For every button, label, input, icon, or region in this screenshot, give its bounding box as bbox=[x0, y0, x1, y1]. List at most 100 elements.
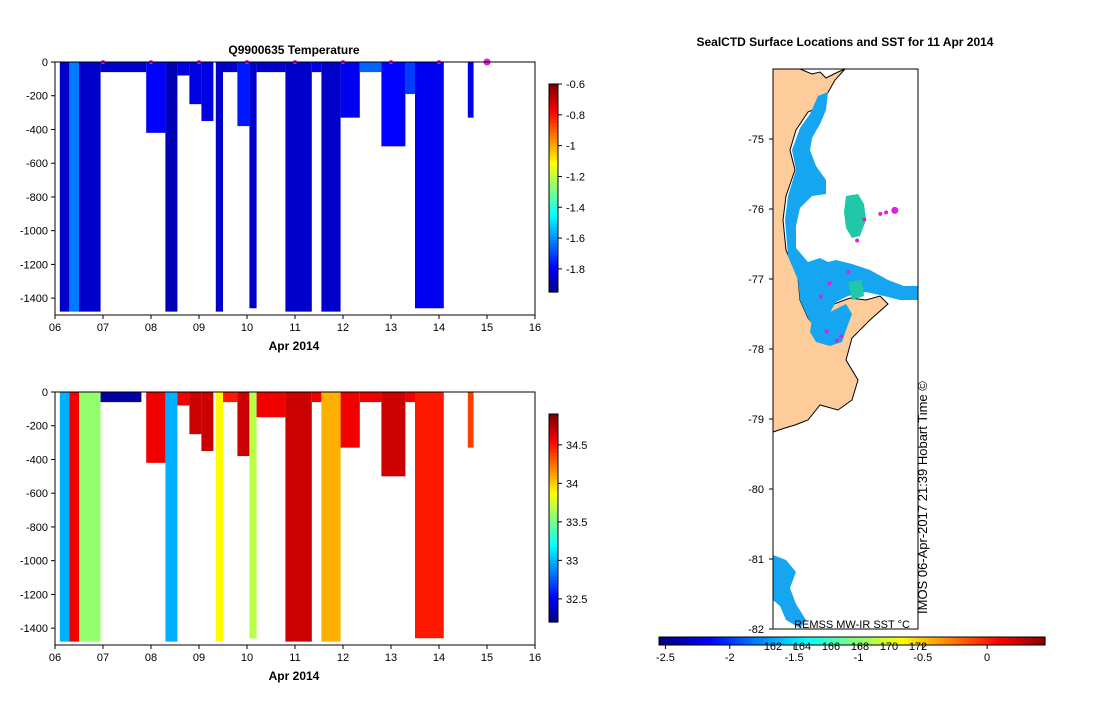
profile-bar bbox=[69, 62, 79, 312]
colorbar-cell bbox=[549, 485, 558, 490]
sst-colorbar-cell bbox=[892, 637, 897, 645]
y-tick-label: -1000 bbox=[20, 556, 48, 568]
colorbar-tick-label: -1.2 bbox=[566, 171, 585, 183]
salinity-panel: 06 07 08 09 10 11 12 13 14 15 16 0 -200 -400 -600 -800 -… bbox=[20, 387, 588, 683]
x-tick-label: 12 bbox=[337, 652, 349, 664]
colorbar-cell bbox=[549, 602, 558, 607]
colorbar-cell bbox=[549, 524, 558, 529]
profile-bar bbox=[249, 392, 257, 639]
profile-bar bbox=[359, 392, 382, 403]
profile-bar bbox=[79, 392, 101, 642]
colorbar-cell bbox=[549, 282, 558, 287]
colorbar-cell bbox=[549, 129, 558, 134]
colorbar-cell bbox=[549, 188, 558, 192]
sst-colorbar-cell bbox=[803, 637, 809, 645]
profile-bar bbox=[100, 392, 142, 403]
sst-colorbar-cell bbox=[888, 637, 893, 645]
profile-bar bbox=[215, 392, 223, 642]
profile-bar bbox=[467, 62, 474, 118]
sst-colorbar-cell bbox=[956, 637, 962, 645]
colorbar-tick-label: -1.4 bbox=[566, 202, 585, 214]
colorbar-cell bbox=[549, 223, 558, 228]
colorbar-cell bbox=[549, 110, 558, 114]
colorbar-cell bbox=[549, 262, 558, 267]
sst-colorbar-cell bbox=[868, 637, 873, 645]
colorbar-cell bbox=[549, 544, 558, 548]
sst-colorbar-cell bbox=[743, 637, 749, 645]
profile-bar bbox=[165, 62, 178, 312]
sst-colorbar-cell bbox=[1032, 637, 1038, 645]
sst-colorbar-cell bbox=[940, 637, 946, 645]
sst-colorbar-cell bbox=[880, 637, 885, 645]
seal-location-point bbox=[846, 270, 851, 274]
colorbar-cell bbox=[549, 152, 558, 157]
colorbar-cell bbox=[549, 210, 558, 215]
sst-colorbar-cell bbox=[972, 637, 978, 645]
temperature-profiles bbox=[59, 62, 474, 312]
colorbar-cell bbox=[549, 583, 558, 587]
sst-colorbar-tick-label: 0 bbox=[984, 652, 990, 664]
colorbar-cell bbox=[549, 100, 558, 105]
salinity-profiles bbox=[59, 392, 474, 642]
colorbar-cell bbox=[549, 272, 558, 277]
x-tick-label: 13 bbox=[385, 322, 397, 334]
sst-colorbar-cell bbox=[1000, 637, 1006, 645]
profile-bar bbox=[69, 392, 79, 642]
colorbar-cell bbox=[549, 240, 558, 244]
colorbar-cell bbox=[549, 540, 558, 545]
colorbar-cell bbox=[549, 612, 558, 617]
map-x-tick-label: 168 bbox=[851, 641, 869, 653]
sst-colorbar-cell bbox=[763, 637, 769, 645]
profile-bar bbox=[285, 62, 312, 312]
sst-colorbar-cell bbox=[723, 637, 728, 645]
colorbar-cell bbox=[549, 553, 558, 558]
sst-colorbar-cell bbox=[799, 637, 805, 645]
sst-warm-patch-2 bbox=[848, 280, 864, 300]
sst-colorbar-cell bbox=[827, 637, 833, 645]
colorbar-cell bbox=[549, 589, 558, 594]
sst-colorbar-tick-label: -0.5 bbox=[913, 652, 932, 664]
colorbar-cell bbox=[549, 492, 558, 496]
y-tick-label: -400 bbox=[26, 454, 48, 466]
colorbar-cell bbox=[549, 570, 558, 574]
sst-colorbar-cell bbox=[852, 637, 857, 645]
colorbar-cell bbox=[549, 430, 558, 435]
y-tick-label: -1200 bbox=[20, 589, 48, 601]
colorbar-cell bbox=[549, 181, 558, 186]
colorbar-cell bbox=[549, 560, 558, 565]
colorbar-tick-label: -0.8 bbox=[566, 110, 585, 122]
colorbar-cell bbox=[549, 566, 558, 571]
sst-colorbar-cell bbox=[847, 637, 853, 645]
colorbar-cell bbox=[549, 288, 558, 293]
sst-colorbar-cell bbox=[839, 637, 845, 645]
sst-colorbar-cell bbox=[783, 637, 789, 645]
profile-bar bbox=[201, 392, 214, 452]
sst-colorbar-cell bbox=[988, 637, 994, 645]
salinity-axes: 06 07 08 09 10 11 12 13 14 15 16 0 -200 -400 -600 -800 -… bbox=[20, 387, 541, 664]
sst-colorbar-cell bbox=[695, 637, 700, 645]
map-y-tick-label: -81 bbox=[748, 554, 764, 566]
seal-locations bbox=[818, 206, 899, 343]
colorbar-cell bbox=[549, 547, 558, 552]
colorbar-cell bbox=[549, 165, 558, 170]
profile-bar bbox=[146, 62, 166, 133]
colorbar-cell bbox=[549, 472, 558, 477]
profile-bar bbox=[381, 62, 406, 147]
y-tick-label: -800 bbox=[26, 192, 48, 204]
map-y-tick-label: -80 bbox=[748, 484, 764, 496]
colorbar-cell bbox=[549, 155, 558, 160]
colorbar-cell bbox=[549, 220, 558, 225]
colorbar-cell bbox=[549, 420, 558, 425]
seal-location-point bbox=[862, 217, 867, 222]
colorbar-cell bbox=[549, 488, 558, 493]
colorbar-cell bbox=[549, 495, 558, 500]
colorbar-cell bbox=[549, 119, 558, 124]
colorbar-cell bbox=[549, 145, 558, 150]
x-tick-label: 15 bbox=[481, 652, 493, 664]
colorbar-cell bbox=[549, 534, 558, 539]
seal-location-point bbox=[824, 329, 829, 334]
colorbar-cell bbox=[549, 253, 558, 257]
colorbar-cell bbox=[549, 126, 558, 131]
colorbar-cell bbox=[549, 162, 558, 166]
sst-colorbar-cell bbox=[1036, 637, 1042, 645]
